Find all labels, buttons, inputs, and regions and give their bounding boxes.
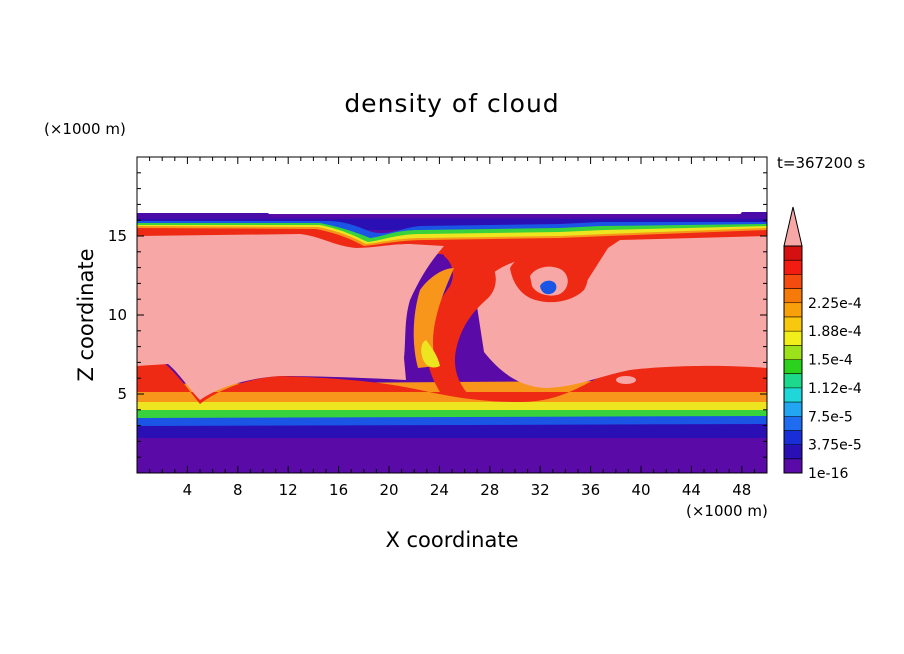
colorbar-label: 1e-16	[808, 466, 848, 482]
colorbar-swatch	[784, 331, 802, 346]
colorbar-extension	[783, 206, 803, 247]
colorbar-swatch	[784, 402, 802, 417]
y-tick-label: 10	[108, 306, 127, 324]
y-tick-label: 15	[108, 227, 127, 245]
core-region	[137, 234, 444, 400]
density-field	[137, 212, 767, 473]
red-layer	[137, 228, 767, 404]
vortex-eye	[540, 280, 557, 295]
y-unit-label: (×1000 m)	[44, 120, 126, 138]
colorbar-swatch	[784, 302, 802, 318]
colorbar-swatch	[784, 246, 802, 261]
x-tick-label: 28	[480, 481, 499, 499]
x-unit-label: (×1000 m)	[686, 502, 768, 520]
colorbar-swatch	[784, 430, 802, 446]
colorbar-swatch	[784, 260, 802, 275]
x-tick-label: 16	[329, 481, 348, 499]
time-label: t=367200 s	[777, 154, 865, 172]
colorbar-swatch	[784, 288, 802, 304]
x-tick-label: 32	[531, 481, 550, 499]
bottom-blue-strip	[137, 430, 767, 438]
y-tick-label: 5	[117, 385, 127, 403]
colorbar-swatch	[784, 387, 802, 403]
x-tick-label: 20	[379, 481, 398, 499]
colorbar-swatch	[784, 416, 802, 431]
plume-left	[425, 245, 496, 396]
x-ticks: 4 8 12 16 20 24 28 32 36 40 44 48	[149, 157, 755, 499]
x-axis-label: X coordinate	[385, 528, 518, 552]
x-tick-label: 40	[631, 481, 650, 499]
colorbar-swatch	[784, 458, 802, 474]
x-tick-label: 48	[732, 481, 751, 499]
colorbar-swatch	[784, 359, 802, 375]
colorbar-swatch	[784, 373, 802, 389]
x-tick-label: 36	[581, 481, 600, 499]
y-axis-label: Z coordinate	[74, 248, 98, 381]
colorbar-swatch	[784, 316, 802, 332]
right-blob	[616, 376, 636, 384]
bottom-purple	[137, 438, 767, 473]
x-tick-label: 44	[682, 481, 701, 499]
colorbar-swatch	[784, 345, 802, 360]
y-ticks: 5 10 15	[108, 172, 767, 458]
colorbar-label: 2.25e-4	[808, 296, 862, 312]
x-tick-label: 8	[233, 481, 243, 499]
x-tick-label: 4	[183, 481, 193, 499]
colorbar-label: 1.5e-4	[808, 353, 853, 369]
colorbar-swatch	[784, 274, 802, 290]
colorbar-swatch	[784, 444, 802, 460]
colorbar-label: 1.12e-4	[808, 381, 862, 397]
colorbar: 1e-16 3.75e-5 7.5e-5 1.12e-4 1.5e-4 1.88e-4 2.…	[783, 206, 862, 482]
plume-yellow	[421, 340, 440, 368]
chart-title: density of cloud	[344, 89, 559, 118]
colorbar-label: 1.88e-4	[808, 324, 862, 340]
colorbar-label: 3.75e-5	[808, 438, 862, 454]
x-tick-label: 12	[279, 481, 298, 499]
colorbar-label: 7.5e-5	[808, 409, 853, 425]
x-tick-label: 24	[430, 481, 449, 499]
